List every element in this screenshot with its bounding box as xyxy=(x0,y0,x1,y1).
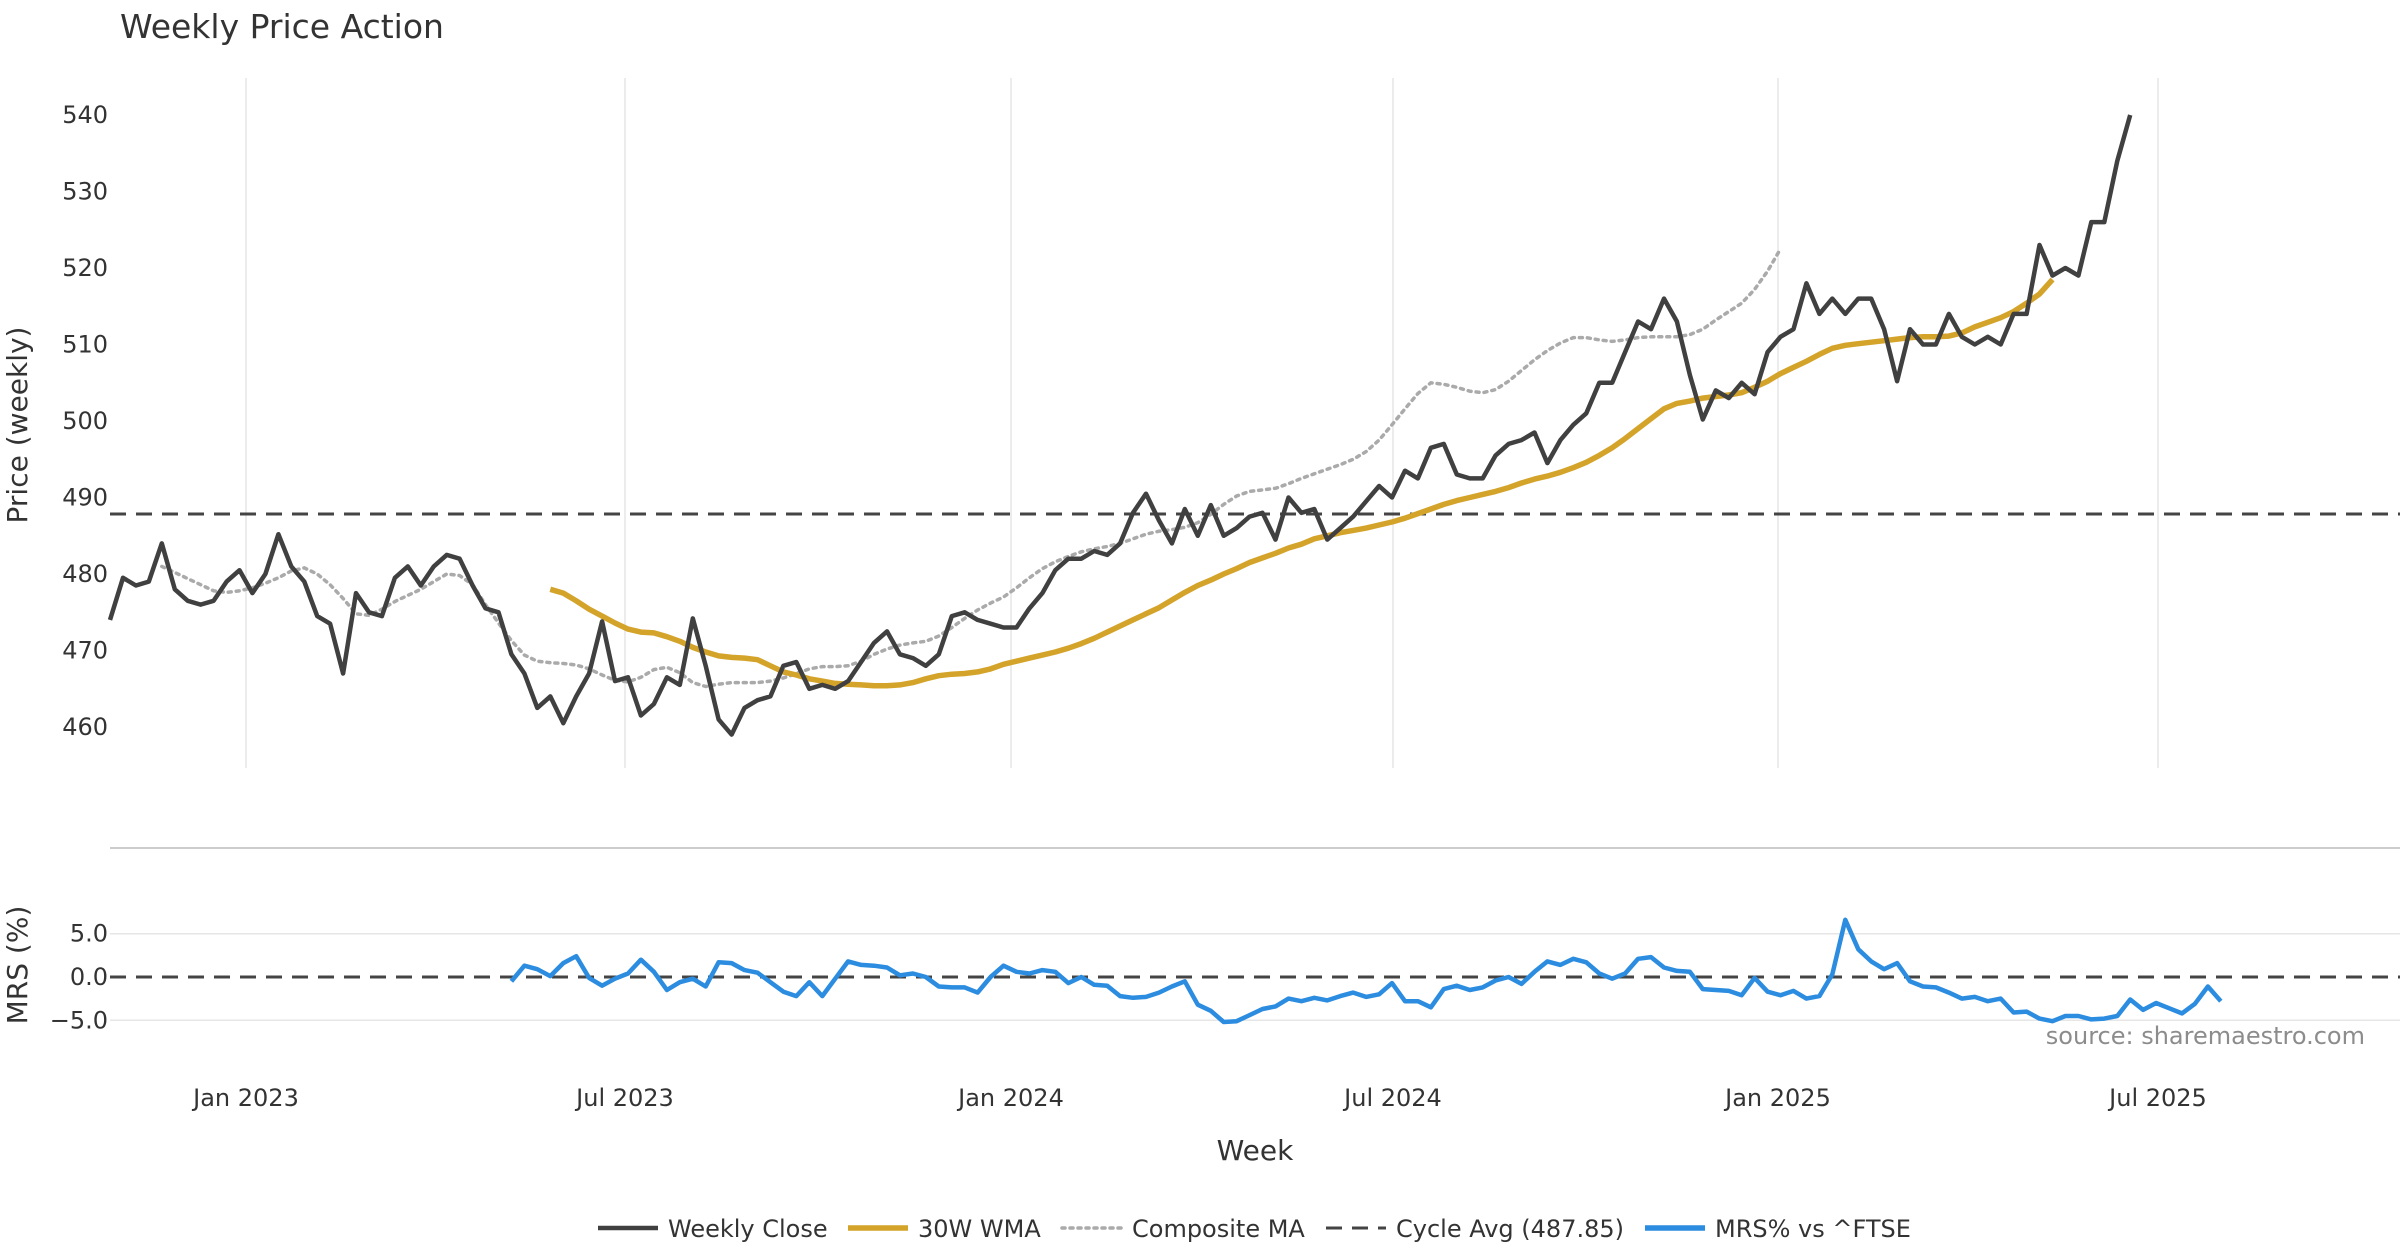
x-tick-label: Jul 2025 xyxy=(2107,1084,2207,1112)
price-y-tick-label: 500 xyxy=(62,407,108,435)
x-axis-label: Week xyxy=(1217,1134,1294,1167)
price-y-tick-label: 460 xyxy=(62,713,108,741)
x-tick-label: Jul 2023 xyxy=(574,1084,674,1112)
mrs-y-tick-label: −5.0 xyxy=(50,1006,108,1034)
price-y-tick-label: 540 xyxy=(62,101,108,129)
weekly-close-line xyxy=(107,114,2133,737)
price-panel: 460 470 480 490 500 510 520 530 540 Price (weekly… xyxy=(1,78,2400,768)
price-y-axis-label: Price (weekly) xyxy=(1,327,34,524)
mrs-y-tick-label: 0.0 xyxy=(70,963,108,991)
price-y-tick-label: 520 xyxy=(62,254,108,282)
legend-label: Cycle Avg (487.85) xyxy=(1396,1215,1624,1243)
price-y-tick-label: 480 xyxy=(62,560,108,588)
mrs-panel: 5.0 0.0 −5.0 MRS (%) source: sharemaestro.co… xyxy=(1,847,2400,1050)
price-y-tick-label: 470 xyxy=(62,637,108,665)
x-tick-label: Jan 2025 xyxy=(1723,1084,1831,1112)
legend-label: 30W WMA xyxy=(918,1215,1041,1243)
x-tick-label: Jan 2023 xyxy=(191,1084,299,1112)
x-tick-label: Jul 2024 xyxy=(1342,1084,1442,1112)
legend-label: MRS% vs ^FTSE xyxy=(1715,1215,1911,1243)
mrs-y-axis-label: MRS (%) xyxy=(1,906,34,1025)
composite-ma-line xyxy=(160,247,1783,689)
mrs-y-tick-label: 5.0 xyxy=(70,920,108,948)
price-y-tick-label: 490 xyxy=(62,484,108,512)
legend-label: Composite MA xyxy=(1132,1215,1305,1243)
wma-30w-line xyxy=(549,277,2055,689)
price-y-tick-label: 530 xyxy=(62,178,108,206)
legend: Weekly Close 30W WMA Composite MA Cycle Avg… xyxy=(598,1215,1911,1243)
x-axis: Jan 2023 Jul 2023 Jan 2024 Jul 2024 Jan 2025… xyxy=(191,1084,2207,1112)
x-tick-label: Jan 2024 xyxy=(956,1084,1064,1112)
chart-title: Weekly Price Action xyxy=(120,7,444,46)
watermark-text: source: sharemaestro.com xyxy=(2046,1022,2365,1050)
price-y-tick-label: 510 xyxy=(62,331,108,359)
mrs-line xyxy=(509,917,2223,1025)
legend-label: Weekly Close xyxy=(668,1215,828,1243)
